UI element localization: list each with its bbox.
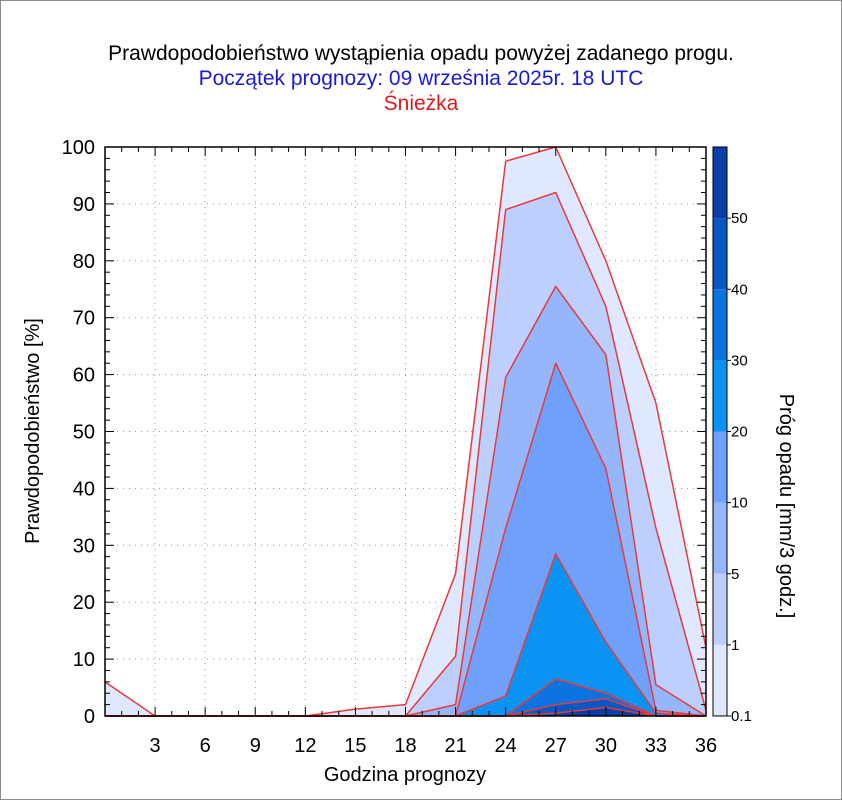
y-tick-label: 20 [73,592,95,614]
colorbar-segment [713,573,727,645]
colorbar-tick-label: 40 [731,281,748,298]
colorbar-tick-label: 5 [731,566,739,583]
y-tick-label: 100 [62,137,95,159]
x-tick-label: 12 [294,735,316,757]
colorbar-segment [713,360,727,432]
chart-location: Śnieżka [383,92,459,115]
colorbar-tick-label: 20 [731,424,748,441]
y-tick-label: 70 [73,308,95,330]
x-tick-label: 15 [344,735,366,757]
y-tick-label: 0 [84,706,95,728]
probability-areas [104,146,707,717]
x-tick-label: 3 [150,735,161,757]
y-tick-label: 30 [73,535,95,557]
y-tick-label: 90 [73,194,95,216]
colorbar-tick-label: 10 [731,495,748,512]
x-tick-label: 36 [695,735,717,757]
colorbar-segment [713,431,727,503]
x-axis-ticks: 3 6 9 12 15 18 21 24 27 30 33 36 [121,147,717,757]
y-tick-label: 50 [73,422,95,444]
colorbar-tick-label: 50 [731,210,748,227]
x-axis-label: Godzina prognozy [324,764,486,786]
colorbar-label: Próg opadu [mm/3 godz.] [775,394,797,619]
x-tick-label: 30 [595,735,617,757]
colorbar-segment [713,502,727,574]
colorbar-segment [713,218,727,290]
colorbar: 0.1 1 5 10 20 30 40 50 [712,146,752,725]
x-tick-label: 18 [394,735,416,757]
colorbar-tick-label: 30 [731,352,748,369]
y-tick-label: 60 [73,365,95,387]
x-tick-label: 9 [250,735,261,757]
x-tick-label: 24 [495,735,517,757]
colorbar-segment [713,289,727,361]
y-axis-ticks: 0 10 20 30 40 50 60 70 80 90 100 [62,137,706,728]
y-tick-label: 80 [73,251,95,273]
y-axis-label: Prawdopodobieństwo [%] [22,318,44,544]
y-tick-label: 40 [73,478,95,500]
y-tick-label: 10 [73,649,95,671]
colorbar-tick-label: 0.1 [731,708,752,725]
chart-title: Prawdopodobieństwo wystąpienia opadu pow… [108,42,734,65]
chart-subtitle: Początek prognozy: 09 września 2025r. 18… [198,67,644,90]
x-tick-label: 27 [545,735,567,757]
colorbar-segment [713,147,727,219]
x-tick-label: 33 [645,735,667,757]
area-threshold-4 [105,553,706,716]
x-tick-label: 6 [200,735,211,757]
x-tick-label: 21 [444,735,466,757]
colorbar-tick-label: 1 [731,637,739,654]
colorbar-segment [713,644,727,716]
